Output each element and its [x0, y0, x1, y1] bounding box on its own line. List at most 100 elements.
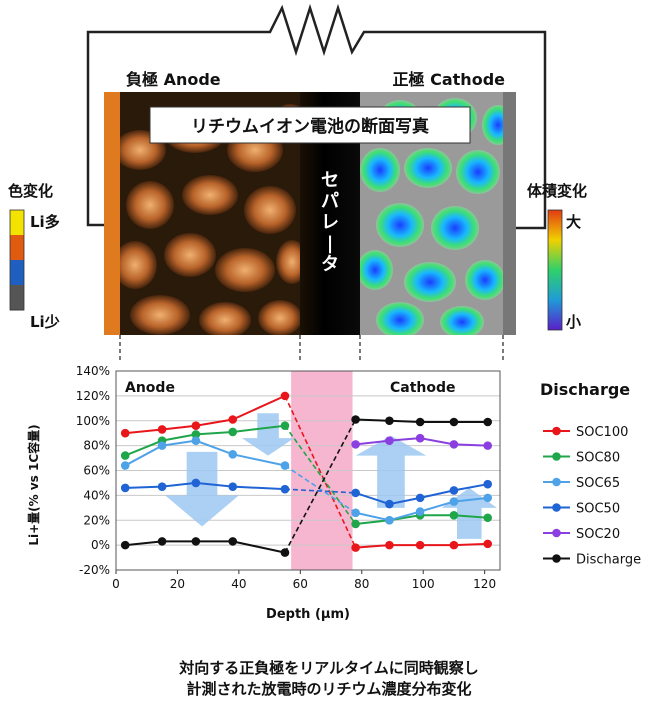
left-scale-swatch	[10, 210, 24, 236]
x-tick-label: 0	[112, 577, 120, 591]
data-point	[483, 513, 493, 523]
data-point	[449, 440, 459, 449]
data-point	[280, 484, 290, 494]
left-scale-swatch	[10, 260, 24, 286]
data-point	[385, 436, 394, 445]
data-point	[191, 537, 201, 546]
y-tick-label: 100%	[76, 414, 110, 428]
data-point	[483, 441, 493, 450]
image-title-box	[149, 106, 471, 144]
x-tick-label: 20	[170, 577, 185, 591]
data-point	[483, 479, 493, 489]
caption-line-1: 対向する正負極をリアルタイムに同時観察し	[179, 659, 479, 677]
legend-label: SOC80	[576, 451, 620, 466]
data-point	[157, 482, 167, 491]
x-tick-label: 120	[473, 577, 496, 591]
cathode-collector	[503, 92, 516, 335]
data-point	[280, 548, 290, 557]
x-tick-label: 100	[412, 577, 435, 591]
data-point	[228, 482, 238, 491]
right-color-scale	[547, 209, 563, 331]
y-tick-label: 40%	[83, 488, 110, 502]
anode-collector	[104, 92, 120, 335]
y-tick-label: 120%	[76, 389, 110, 403]
data-point	[351, 440, 360, 449]
data-point	[157, 425, 167, 434]
separator-label: セパレ|タ	[321, 170, 339, 275]
right-scale-bottom: 小	[566, 313, 581, 331]
data-point	[120, 461, 130, 470]
change-arrow	[165, 451, 239, 527]
data-point	[120, 451, 130, 460]
battery-cross-section-diagram: リチウムイオン電池の断面写真 負極 Anode 正極 Cathode セパレ|タ…	[8, 3, 587, 360]
data-point	[385, 540, 394, 550]
left-scale-title: 色変化	[8, 182, 53, 200]
series-bridge	[284, 395, 357, 548]
data-point	[449, 486, 459, 495]
y-tick-label: 20%	[83, 513, 110, 527]
series-bridge	[284, 464, 357, 514]
legend-marker	[552, 503, 561, 512]
plot-frame	[115, 370, 501, 571]
cathode-label: 正極 Cathode	[393, 70, 506, 89]
data-point	[157, 441, 167, 450]
data-point	[280, 391, 290, 401]
change-arrow	[241, 413, 295, 456]
image-title: リチウムイオン電池の断面写真	[191, 116, 429, 137]
data-point	[120, 483, 130, 493]
data-point	[191, 421, 201, 431]
left-scale-swatch	[10, 235, 24, 261]
data-point	[191, 436, 201, 445]
chart-region-anode: Anode	[125, 380, 175, 396]
data-point	[449, 540, 459, 550]
data-point	[351, 415, 360, 424]
data-point	[351, 508, 360, 518]
data-point	[385, 499, 394, 509]
y-tick-label: 60%	[83, 464, 110, 478]
legend-label: SOC20	[576, 527, 620, 542]
data-point	[483, 493, 493, 503]
data-point	[228, 427, 238, 437]
data-point	[449, 497, 459, 506]
x-axis-label: Depth (μm)	[266, 607, 350, 622]
right-scale-title: 体積変化	[527, 182, 587, 200]
li-distribution-chart: -20% 0% 20% 40% 60% 80% 100% 120% 140% 0 20 40 60 80 1…	[26, 364, 641, 622]
chart-region-cathode: Cathode	[390, 380, 456, 396]
anode-label: 負極 Anode	[126, 70, 221, 89]
legend-marker	[552, 528, 561, 538]
data-point	[120, 540, 130, 550]
data-point	[191, 478, 201, 488]
data-point	[351, 543, 360, 552]
right-scale-bar	[547, 209, 563, 331]
left-scale-bottom: Li少	[30, 313, 60, 331]
legend-title: Discharge	[540, 380, 630, 399]
data-point	[415, 493, 425, 503]
data-point	[385, 515, 394, 525]
left-color-scale	[9, 209, 25, 311]
data-point	[280, 461, 290, 470]
series-bridge	[284, 488, 356, 494]
x-tick-label: 60	[293, 577, 308, 591]
legend-marker	[552, 426, 561, 436]
legend-label: SOC100	[576, 425, 628, 440]
data-point	[449, 417, 459, 427]
data-point	[351, 519, 360, 529]
right-scale-top: 大	[566, 213, 581, 231]
legend-label: SOC65	[576, 476, 620, 491]
anode-particles	[120, 104, 300, 335]
legend-marker	[552, 452, 561, 461]
left-scale-top: Li多	[30, 213, 60, 231]
caption-line-2: 計測された放電時のリチウム濃度分布変化	[186, 680, 472, 698]
data-point	[351, 488, 360, 498]
data-point	[280, 421, 290, 431]
y-tick-label: -20%	[79, 563, 110, 577]
data-point	[228, 450, 238, 459]
y-tick-label: 0%	[91, 538, 110, 552]
data-point	[228, 415, 238, 424]
data-point	[449, 510, 459, 520]
data-point	[120, 428, 130, 438]
circuit-wire	[86, 3, 547, 230]
legend-label: SOC50	[576, 502, 620, 517]
legend-label: Discharge	[576, 553, 641, 568]
data-point	[415, 417, 425, 427]
